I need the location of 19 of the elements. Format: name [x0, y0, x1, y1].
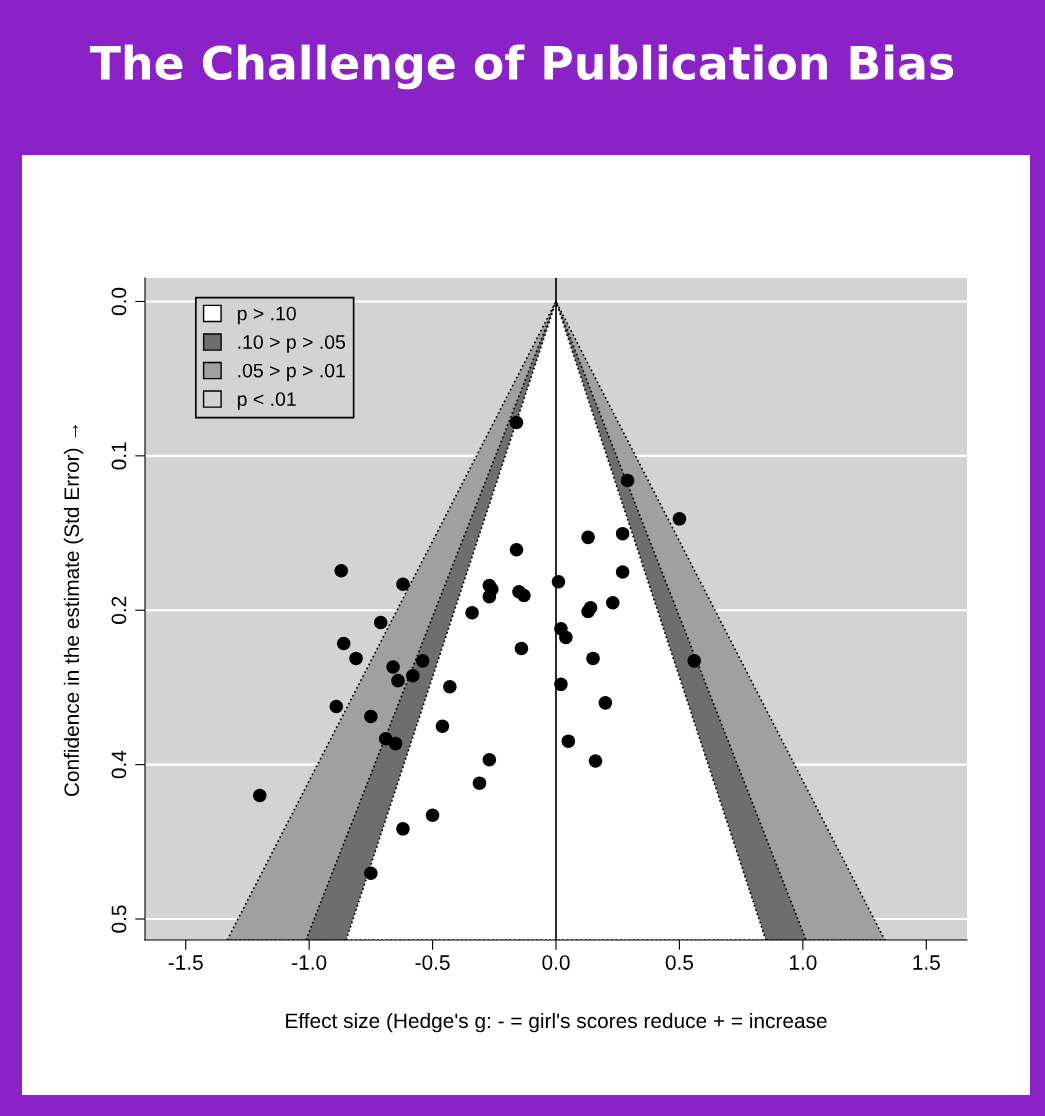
x-tick-label: -0.5	[415, 955, 450, 970]
x-tick-label: 0.0	[542, 955, 570, 970]
legend-label: .05 > p > .01	[238, 363, 345, 382]
y-tick-label: 0.1	[111, 442, 127, 470]
chart-title: The Challenge of Publication Bias	[89, 44, 954, 90]
y-tick-label: 0.5	[111, 905, 127, 933]
x-tick-label: -1.0	[292, 955, 327, 970]
band-label: p < .01	[237, 392, 296, 410]
x-axis-title: Effect size (Hedge's g: - = girl's scores reduce + = increase	[286, 1012, 827, 1033]
y-tick-label: 0.0	[111, 287, 127, 316]
y-tick-label: 0.2	[111, 596, 127, 624]
legend-label: .10 > p > .05	[238, 335, 346, 353]
x-tick-label: -1.5	[168, 955, 203, 970]
x-tick-label: 1.5	[913, 955, 940, 970]
y-axis-title: Confidence in the estimate (Std Error) →	[63, 425, 84, 797]
legend-label: p > .10	[237, 306, 296, 325]
x-tick-label: 0.5	[665, 955, 694, 970]
x-tick-label: 1.0	[789, 955, 817, 970]
y-tick-label: 0.4	[111, 750, 127, 779]
